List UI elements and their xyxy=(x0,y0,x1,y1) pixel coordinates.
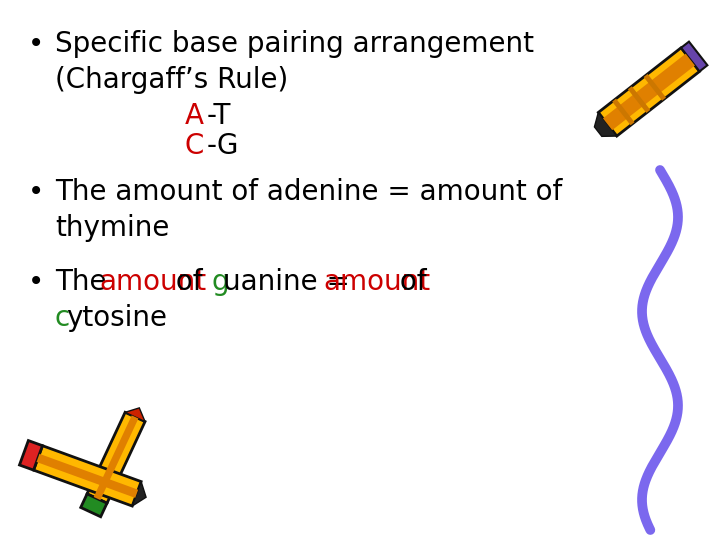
Text: Specific base pairing arrangement: Specific base pairing arrangement xyxy=(55,30,534,58)
Text: amount: amount xyxy=(100,268,207,296)
Polygon shape xyxy=(19,441,42,470)
Polygon shape xyxy=(87,413,145,503)
Polygon shape xyxy=(598,48,700,136)
Polygon shape xyxy=(612,99,634,125)
Text: •: • xyxy=(28,30,44,58)
Text: A: A xyxy=(185,102,204,130)
Polygon shape xyxy=(94,415,138,500)
Polygon shape xyxy=(37,454,138,498)
Text: C: C xyxy=(185,132,204,160)
Text: The: The xyxy=(55,268,115,296)
Text: (Chargaff’s Rule): (Chargaff’s Rule) xyxy=(55,66,288,94)
Text: -G: -G xyxy=(207,132,239,160)
Text: ytosine: ytosine xyxy=(66,304,167,332)
Polygon shape xyxy=(34,446,141,506)
Polygon shape xyxy=(81,494,107,517)
Text: •: • xyxy=(28,268,44,296)
Text: -T: -T xyxy=(207,102,231,130)
Text: of: of xyxy=(391,268,426,296)
Polygon shape xyxy=(125,408,145,422)
Polygon shape xyxy=(628,86,650,113)
Polygon shape xyxy=(603,53,695,130)
Polygon shape xyxy=(644,74,666,100)
Text: uanine =: uanine = xyxy=(223,268,359,296)
Text: thymine: thymine xyxy=(55,214,169,242)
Text: c: c xyxy=(55,304,71,332)
Text: of: of xyxy=(167,268,212,296)
Text: amount: amount xyxy=(324,268,431,296)
Text: •: • xyxy=(28,178,44,206)
Polygon shape xyxy=(595,112,617,137)
Polygon shape xyxy=(132,482,146,506)
Text: The amount of adenine = amount of: The amount of adenine = amount of xyxy=(55,178,562,206)
Polygon shape xyxy=(681,42,708,71)
Text: g: g xyxy=(212,268,230,296)
